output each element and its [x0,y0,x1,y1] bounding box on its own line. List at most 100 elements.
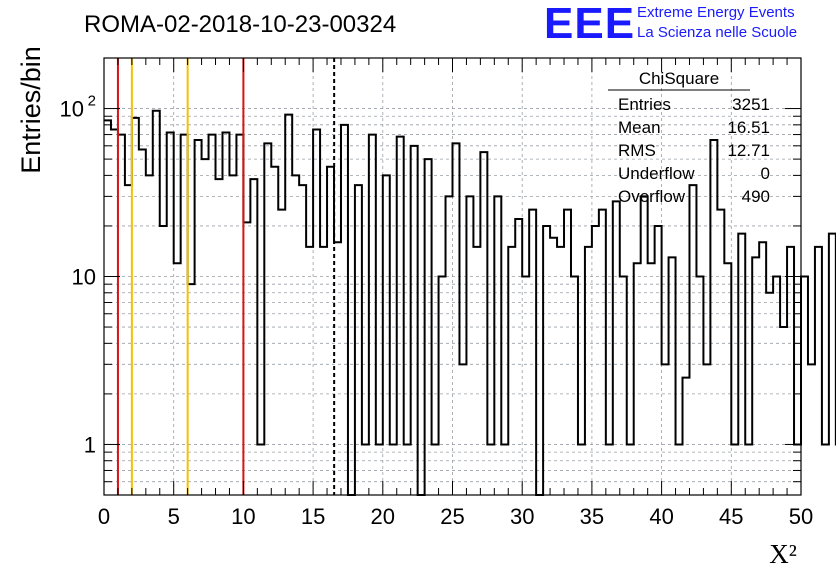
stats-label: Underflow [618,164,695,183]
histogram-bin [522,277,529,496]
histogram-bin [585,247,592,495]
histogram-bin [355,185,362,495]
x-tick-label: 45 [719,504,743,529]
y-tick-label-exponent: 2 [88,93,96,110]
reference-lines [116,58,336,495]
y-axis-label: Entries/bin [16,46,46,174]
histogram-bin [550,238,557,495]
histogram-bin [745,444,752,495]
histogram-bin [829,234,836,495]
eee-logo: EEE [544,0,636,48]
histogram-bin [620,277,627,496]
histogram-bin [627,444,634,495]
stats-label: Overflow [618,187,686,206]
x-tick-label: 25 [440,504,464,529]
histogram-bin [118,135,125,495]
histogram-bin [243,222,250,495]
histogram-bin [209,135,216,495]
y-tick-label: 10 [72,265,96,290]
histogram-outline [104,109,836,496]
histogram-bin [787,247,794,495]
histogram-bin [717,210,724,495]
histogram-bin [411,146,418,495]
histogram-bin [146,175,153,495]
histogram-bin [132,118,139,495]
histogram-bin [759,242,766,495]
x-tick-labels: 0 5 10 15 20 25 30 35 40 45 50 [98,504,813,529]
histogram-bin [425,159,432,495]
histogram-bin [432,444,439,495]
y-tick-label: 1 [84,432,96,457]
stats-label: RMS [618,141,656,160]
x-tick-label: 50 [789,504,813,529]
histogram-bin [571,277,578,496]
histogram-bin [773,277,780,496]
histogram-bin [174,263,181,495]
histogram-bin [689,185,696,495]
histogram-bin [808,364,815,495]
histogram-bin [341,125,348,495]
histogram-bin [446,196,453,495]
histogram-bin [508,247,515,495]
histogram-bin [613,201,620,495]
brand-line-2: La Scienza nelle Scuole [637,24,798,41]
brand-line-1: Extreme Energy Events [637,4,795,21]
histogram-bin [459,364,466,495]
histogram-bin [195,140,202,495]
histogram-bin [501,444,508,495]
stats-value: 3251 [732,95,770,114]
histogram-bin [181,135,188,495]
histogram-bin [529,210,536,495]
histogram-bin [515,219,522,495]
histogram-bin [188,284,195,495]
histogram-bin [376,444,383,495]
histogram-bin [271,167,278,495]
histogram-bin [669,257,676,495]
histogram-bin [599,210,606,495]
histogram-bin [801,277,808,496]
histogram-bin [216,179,223,495]
brand-header: EEE Extreme Energy Events La Scienza nel… [544,2,834,46]
histogram-bin [160,226,167,495]
histogram-bin [766,293,773,495]
histogram-bin [494,196,501,495]
histogram-bin [390,444,397,495]
histogram-bin [738,234,745,495]
histogram-bin [167,133,174,495]
histogram-bin [578,444,585,495]
histogram-bin [111,130,118,495]
histogram-bin [236,135,243,495]
histogram-bin [397,137,404,495]
histogram-bin [606,444,613,495]
histogram-bin [683,378,690,495]
x-tick-label: 35 [580,504,604,529]
histogram-bin [306,247,313,495]
histogram-bin [250,179,257,495]
histogram-bin [285,115,292,495]
histogram-bin [634,263,641,495]
histogram-bin [278,210,285,495]
histogram-bin [696,277,703,496]
histogram-bin [592,226,599,495]
axis-ticks [103,57,802,496]
histogram-bin [202,159,209,495]
histogram-bin [710,140,717,495]
histogram-bin [473,247,480,495]
histogram-bin [404,444,411,495]
histogram-bin [655,226,662,495]
histogram-bin [752,257,759,495]
histogram-bin [815,247,822,495]
stats-rows: Entries 3251 Mean 16.51 RMS 12.71 Underflow 0 Ov… [618,95,770,206]
histogram-bin [264,143,271,495]
histogram-bin [724,263,731,495]
histogram-bin [320,247,327,495]
histogram-bin [543,226,550,495]
histogram-bin [327,167,334,495]
histogram-bins [104,109,836,496]
histogram-bin [125,185,132,495]
histogram-bin [564,210,571,495]
histogram-bin [383,175,390,495]
histogram-bin [466,196,473,495]
